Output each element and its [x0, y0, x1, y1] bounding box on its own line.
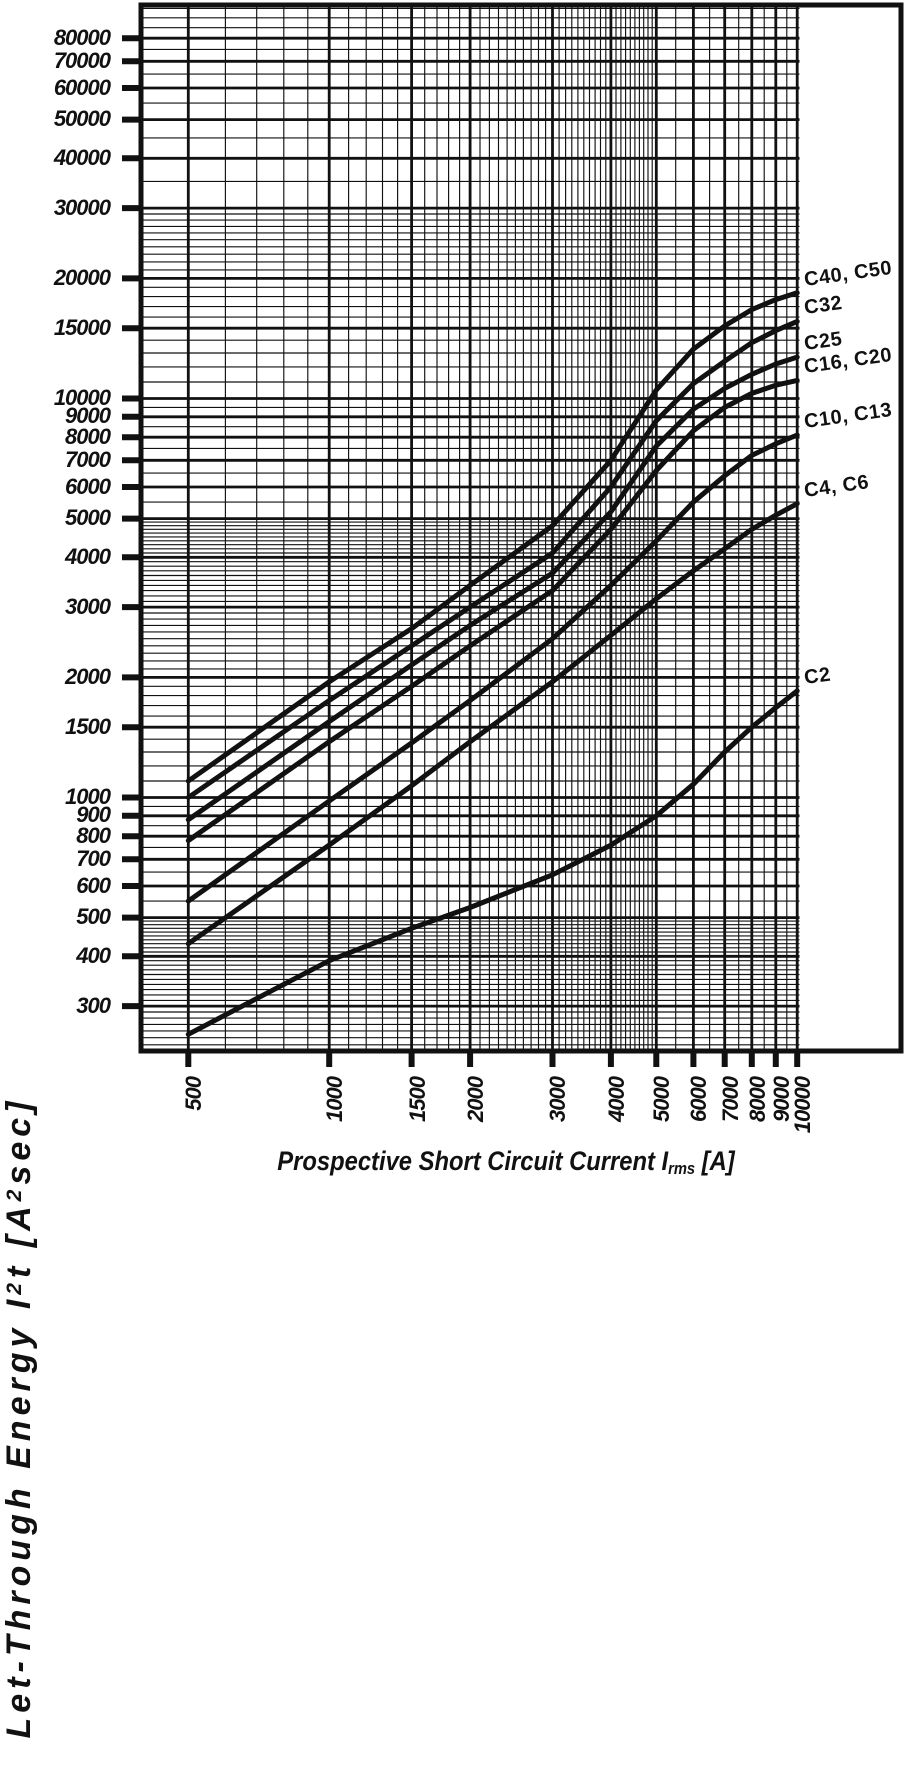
y-tick-label-7000: 7000	[65, 446, 111, 472]
y-tick-label-3000: 3000	[65, 593, 111, 619]
chart-canvas	[122, 2, 904, 1067]
x-axis-title: Prospective Short Circuit Current Irms […	[277, 1146, 735, 1178]
x-tick-label-2000: 2000	[463, 1077, 489, 1122]
y-tick-label-1500: 1500	[65, 713, 111, 739]
curve-c40-c50	[185, 290, 800, 784]
y-tick-label-10000: 10000	[53, 385, 111, 410]
y-tick-label-30000: 30000	[53, 194, 111, 220]
x-tick-label-8000: 8000	[744, 1077, 770, 1122]
y-tick-label-5000: 5000	[65, 505, 111, 531]
y-tick-label-700: 700	[76, 845, 111, 871]
y-tick-label-4000: 4000	[65, 543, 111, 569]
curve-label-c2: C2	[802, 663, 833, 689]
x-tick-label-5000: 5000	[649, 1077, 675, 1122]
y-tick-label-15000: 15000	[53, 314, 111, 340]
y-tick-label-800: 800	[76, 822, 111, 848]
y-tick-label-80000: 80000	[53, 24, 111, 50]
curve-c32	[185, 318, 800, 800]
curve-c2	[185, 688, 800, 1037]
y-tick-label-600: 600	[76, 872, 111, 898]
y-tick-label-60000: 60000	[53, 74, 111, 100]
y-tick-label-1000: 1000	[65, 784, 111, 809]
y-tick-label-900: 900	[76, 802, 111, 828]
curve-c10-c13	[185, 432, 800, 904]
x-tick-label-500: 500	[181, 1077, 207, 1111]
curve-c25	[185, 354, 800, 823]
x-tick-label-3000: 3000	[545, 1077, 571, 1122]
curve-c16-c20	[185, 377, 800, 844]
curve-c4-c6	[185, 501, 800, 947]
x-tick-label-6000: 6000	[686, 1077, 712, 1122]
plot-frame	[138, 2, 904, 1054]
x-tick-label-10000: 10000	[790, 1077, 816, 1134]
y-axis-title: Let-Through Energy I2t [A2sec]	[0, 1096, 38, 1739]
y-tick-label-40000: 40000	[53, 144, 111, 170]
y-tick-label-2000: 2000	[65, 663, 111, 689]
y-tick-label-400: 400	[76, 942, 111, 968]
y-tick-label-20000: 20000	[53, 264, 111, 290]
x-tick-label-1000: 1000	[322, 1077, 348, 1122]
y-tick-label-500: 500	[76, 904, 111, 930]
y-tick-label-50000: 50000	[53, 106, 111, 132]
y-tick-label-70000: 70000	[53, 47, 111, 73]
y-tick-label-8000: 8000	[65, 423, 111, 449]
let-through-energy-chart: 300 400 500 600 700 800 900 1000 1500 2000 3000 400…	[0, 2, 904, 1739]
y-tick-label-300: 300	[76, 992, 111, 1018]
x-tick-label-1500: 1500	[404, 1077, 430, 1122]
y-tick-label-6000: 6000	[65, 473, 111, 499]
x-tick-label-7000: 7000	[717, 1077, 743, 1122]
x-tick-label-4000: 4000	[603, 1077, 629, 1122]
y-tick-label-9000: 9000	[65, 403, 111, 429]
